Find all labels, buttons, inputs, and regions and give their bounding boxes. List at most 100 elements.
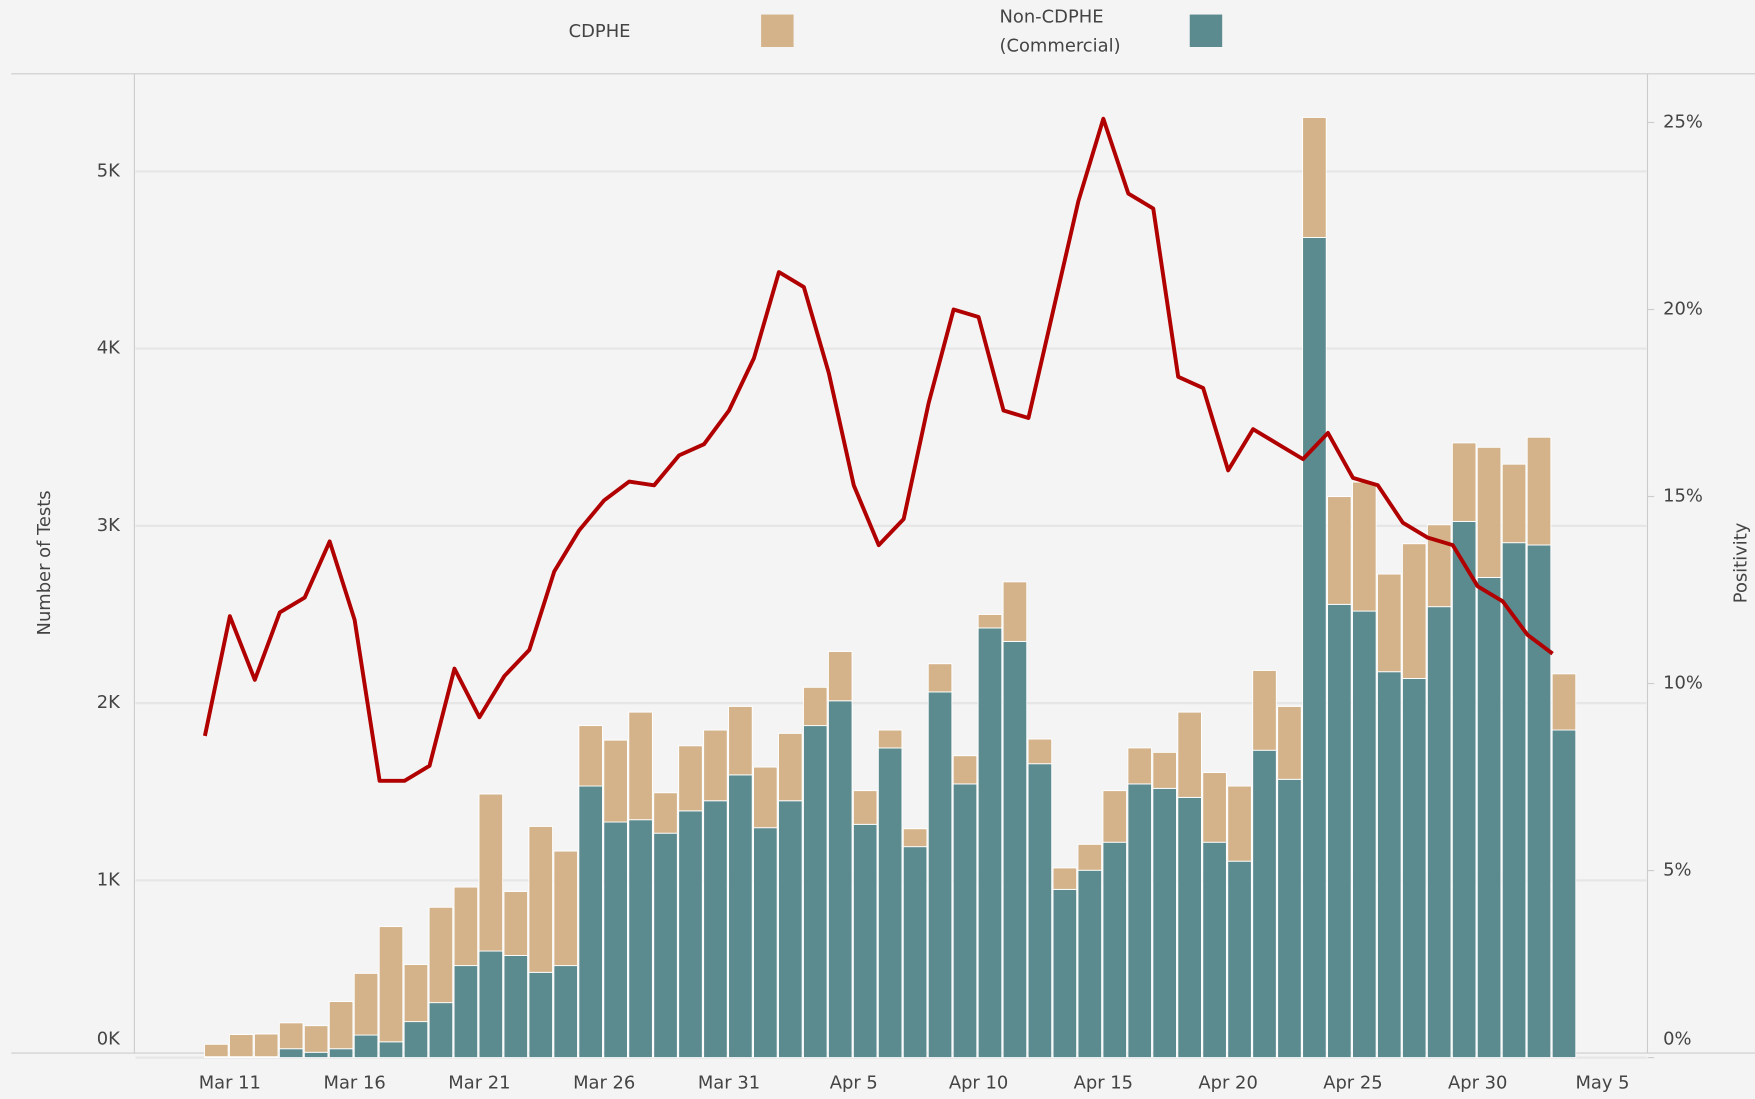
bar-segment: [778, 800, 803, 1059]
bar-segment: [478, 950, 504, 1059]
bar-segment: [1227, 785, 1252, 862]
bar-segment: [503, 891, 529, 956]
bar-segment: [553, 850, 578, 967]
bar-segment: [1127, 783, 1152, 1059]
bar-segment: [403, 964, 429, 1023]
y2-tick-label: 5%: [1663, 860, 1691, 881]
bar-segment: [877, 747, 903, 1059]
bar-segment: [1102, 790, 1128, 843]
bar-segment: [253, 1033, 279, 1058]
bar-segment: [1377, 671, 1402, 1059]
bar-segment: [728, 774, 753, 1059]
y-tick-label: 3K: [97, 515, 121, 536]
bar-segment: [1501, 463, 1527, 544]
bar-segment: [328, 1001, 354, 1050]
bar-segment: [1027, 763, 1053, 1059]
bar-segment: [678, 810, 703, 1059]
bar-segment: [753, 827, 778, 1059]
bar-segment: [827, 651, 853, 702]
marks: [202, 116, 1577, 1059]
x-tick-label: May 5: [1575, 1072, 1629, 1093]
bar-segment: [578, 785, 603, 1059]
bar-segment: [1227, 860, 1252, 1059]
bar-segment: [1327, 603, 1352, 1059]
bar-segment: [603, 821, 628, 1059]
bar-segment: [353, 972, 379, 1036]
bar-segment: [428, 1002, 454, 1059]
bar-segment: [1352, 481, 1377, 612]
bar-segment: [653, 832, 678, 1059]
bar-segment: [1377, 573, 1402, 673]
bar-segment: [1327, 496, 1352, 605]
bar-segment: [902, 846, 928, 1059]
bar-segment: [578, 725, 603, 787]
bar-segment: [1202, 841, 1227, 1059]
bar-segment: [378, 926, 404, 1043]
bar-segment: [1426, 524, 1452, 608]
bar-segment: [1451, 442, 1477, 522]
bar-segment: [278, 1048, 304, 1059]
bar-segment: [753, 766, 778, 829]
bar-segment: [428, 906, 454, 1004]
x-tick-label: Apr 10: [949, 1072, 1008, 1093]
bar-segment: [503, 955, 529, 1059]
x-tick-label: Apr 15: [1074, 1072, 1133, 1093]
bar-segment: [1127, 747, 1152, 785]
x-tick-label: Mar 21: [448, 1072, 510, 1093]
bar-segment: [1526, 544, 1552, 1059]
bar-segment: [303, 1051, 329, 1059]
x-tick-label: Mar 31: [698, 1072, 760, 1093]
y-tick-label: 0K: [97, 1029, 121, 1050]
y-tick-label: 1K: [97, 869, 121, 890]
bar-segment: [628, 819, 653, 1059]
legend-entry: CDPHE: [568, 20, 631, 42]
bar-segment: [303, 1025, 329, 1053]
bar-segment: [852, 823, 878, 1059]
bar-segment: [1077, 869, 1103, 1059]
x-tick-label: Apr 20: [1198, 1072, 1257, 1093]
bar-segment: [353, 1034, 379, 1059]
legend-swatch: [761, 14, 794, 48]
bar-segment: [902, 828, 928, 848]
bar-segment: [403, 1021, 429, 1059]
bar-segment: [1451, 520, 1477, 1059]
bar-segment: [1302, 237, 1327, 1059]
bar-segment: [1027, 738, 1053, 765]
bar-segment: [1476, 576, 1502, 1059]
legend-label: CDPHE: [568, 20, 631, 42]
bar-segment: [703, 800, 728, 1059]
bar-segment: [478, 793, 504, 952]
bar-segment: [1177, 796, 1202, 1059]
bar-segment: [877, 729, 903, 749]
bar-segment: [603, 739, 628, 823]
bar-segment: [1401, 543, 1427, 679]
bar-segment: [1252, 749, 1277, 1059]
y2-tick-label: 20%: [1663, 299, 1703, 320]
bar-segment: [553, 965, 578, 1059]
x-tick-label: Apr 30: [1448, 1072, 1507, 1093]
bar-segment: [1152, 787, 1177, 1059]
bar-segment: [1551, 673, 1577, 731]
y2-tick-label: 0%: [1663, 1029, 1691, 1050]
legend-swatch: [1189, 14, 1223, 48]
bar-segment: [1002, 581, 1028, 642]
bar-segment: [278, 1022, 304, 1050]
bar-segment: [1551, 729, 1577, 1059]
bar-segment: [204, 1043, 229, 1058]
x-tick-label: Mar 11: [199, 1072, 261, 1093]
bar-segment: [1526, 436, 1552, 546]
bar-segment: [1177, 711, 1202, 798]
y2-tick-label: 15%: [1663, 486, 1703, 507]
bar-segment: [1077, 843, 1103, 871]
bar-segment: [653, 792, 678, 834]
x-tick-label: Apr 5: [830, 1072, 878, 1093]
x-tick-label: Mar 26: [573, 1072, 635, 1093]
bar-segment: [927, 663, 953, 693]
y-tick-label: 2K: [97, 692, 121, 713]
y-tick-label: 5K: [97, 160, 121, 181]
bar-segment: [977, 614, 1003, 629]
bar-segment: [1277, 778, 1302, 1059]
bar-segment: [852, 790, 878, 825]
